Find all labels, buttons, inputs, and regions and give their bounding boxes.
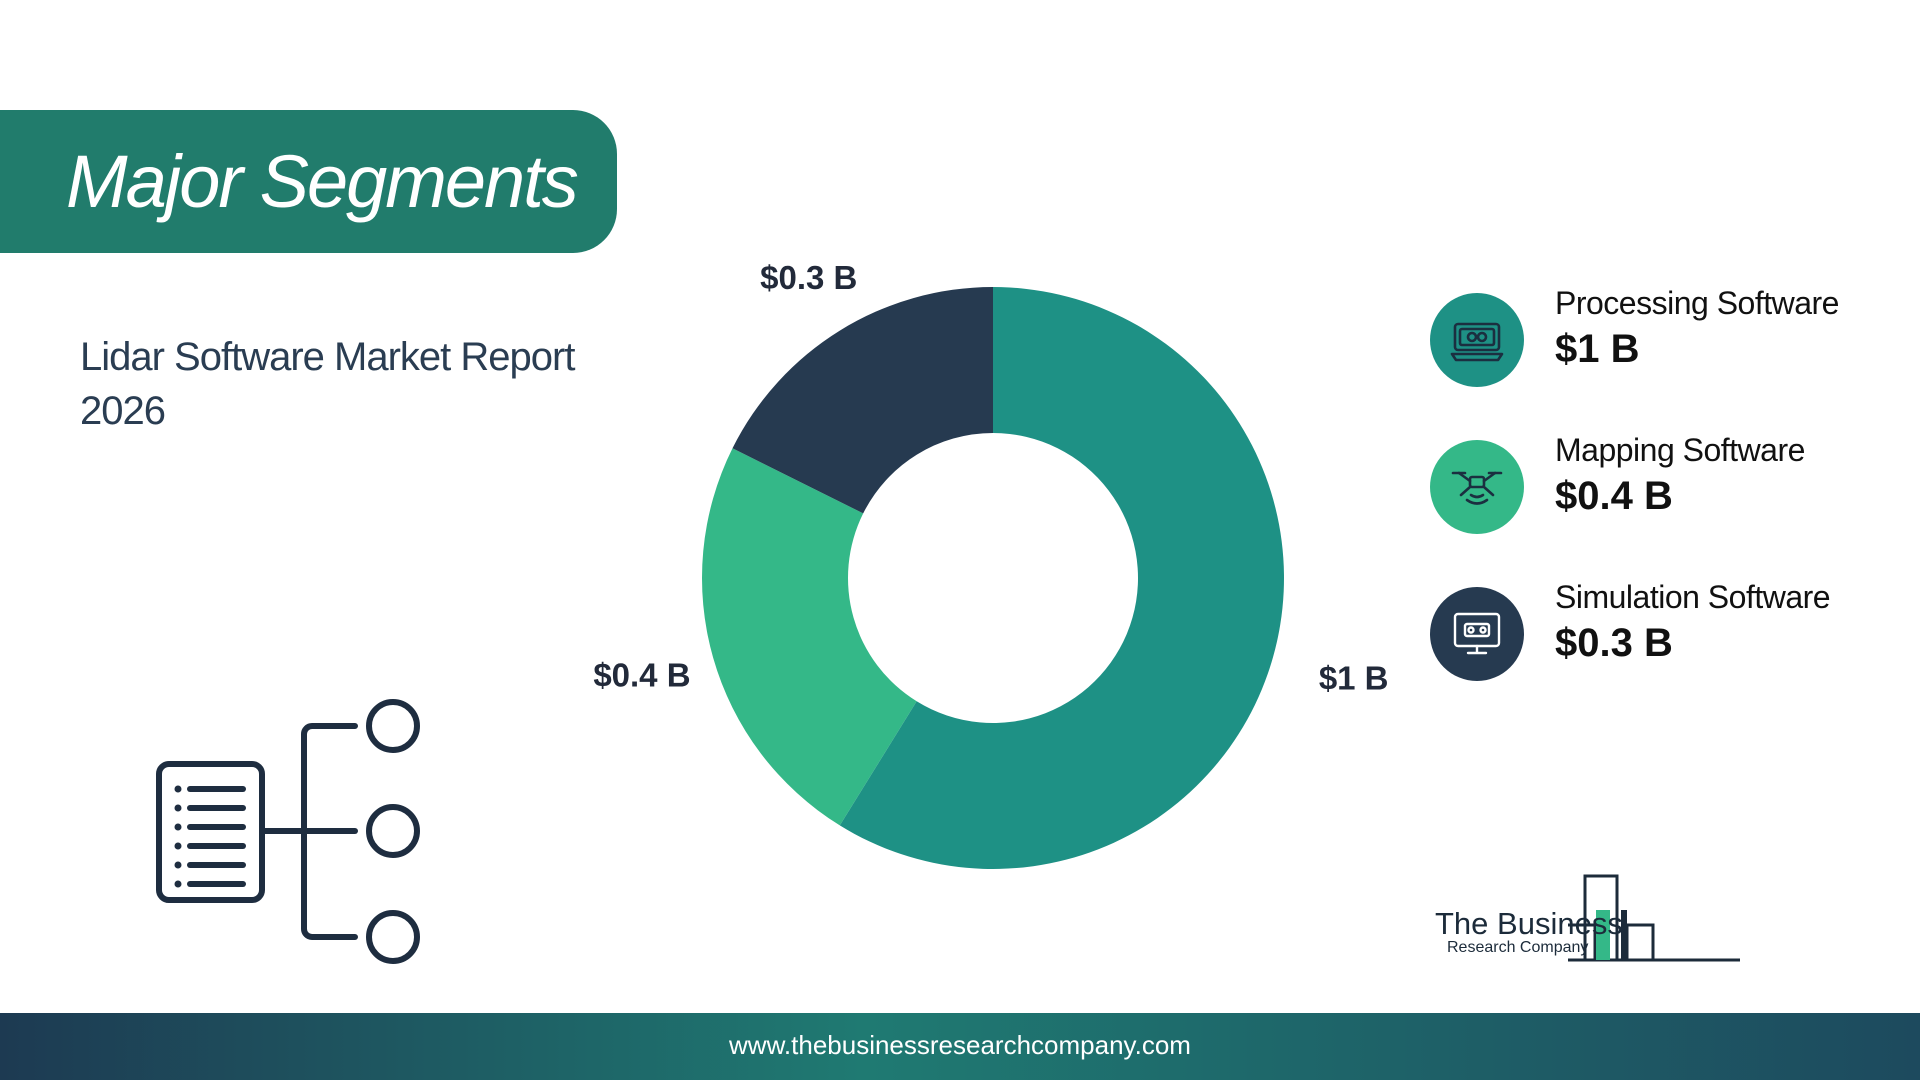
logo-mark — [1568, 874, 1740, 962]
legend-item-mapping: Mapping Software $0.4 B — [1430, 432, 1900, 579]
legend-label: Processing Software — [1555, 285, 1839, 321]
report-subtitle: Lidar Software Market Report 2026 — [80, 335, 575, 433]
page-title: Major Segments — [66, 140, 579, 223]
legend-item-simulation: Simulation Software $0.3 B — [1430, 579, 1900, 726]
slice-processing — [839, 287, 1284, 869]
data-label-simulation: $0.3 B — [760, 259, 857, 296]
legend-label: Mapping Software — [1555, 432, 1805, 468]
data-label-processing: $1 B — [1319, 659, 1389, 696]
legend-value: $1 B — [1555, 327, 1640, 371]
legend-item-processing: Processing Software $1 B — [1430, 285, 1900, 432]
footer-url[interactable]: www.thebusinessresearchcompany.com — [729, 1030, 1191, 1060]
segments-icon — [156, 699, 420, 964]
legend: Processing Software $1 B Mapping Softwar… — [1430, 285, 1900, 726]
monitor-icon — [1430, 587, 1524, 681]
logo-text: The Business — [1435, 906, 1623, 941]
company-logo: The Business Research Company — [1435, 870, 1745, 962]
legend-label: Simulation Software — [1555, 579, 1831, 615]
logo-subtext: Research Company — [1447, 939, 1589, 956]
processing-icon — [1430, 293, 1524, 387]
legend-value: $0.4 B — [1555, 474, 1673, 518]
footer: www.thebusinessresearchcompany.com — [0, 1013, 1920, 1080]
legend-value: $0.3 B — [1555, 621, 1673, 665]
slice-mapping — [702, 448, 917, 826]
title-banner: Major Segments — [0, 110, 617, 253]
data-label-mapping: $0.4 B — [593, 657, 690, 694]
slice-simulation — [732, 287, 993, 514]
drone-icon — [1430, 440, 1524, 534]
